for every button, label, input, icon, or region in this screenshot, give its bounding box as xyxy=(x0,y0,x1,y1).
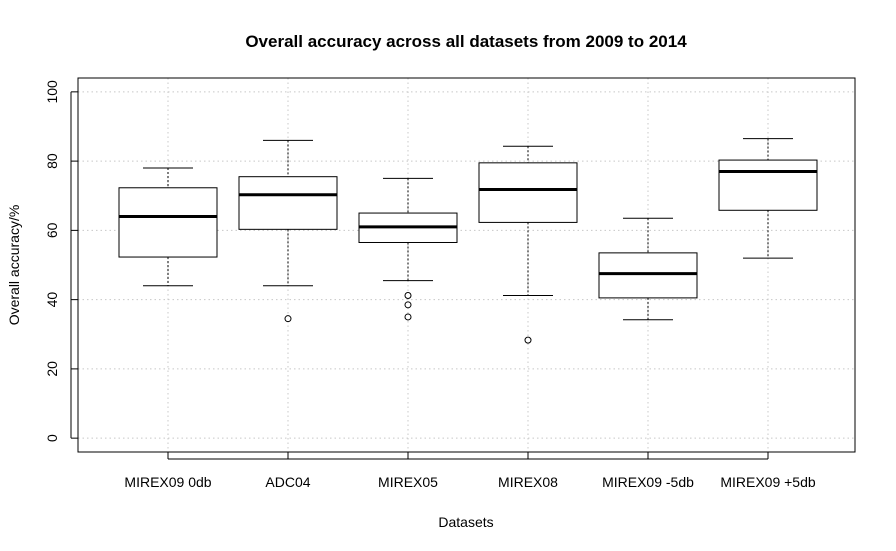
box-mirex08 xyxy=(478,145,578,344)
x-tick-label: MIREX09 0db xyxy=(124,474,211,490)
y-tick-label: 60 xyxy=(44,222,60,238)
y-tick-label: 0 xyxy=(44,434,60,442)
box-mirex09-0db xyxy=(118,167,218,287)
x-tick-label: MIREX08 xyxy=(498,474,558,490)
y-tick-label: 40 xyxy=(44,292,60,308)
chart-title: Overall accuracy across all datasets fro… xyxy=(245,32,687,51)
box-iqr xyxy=(598,252,698,299)
grid-lines xyxy=(78,78,855,452)
box-mirex05 xyxy=(358,177,458,321)
y-tick-label: 20 xyxy=(44,361,60,377)
box-mirex09-5db xyxy=(718,138,818,259)
outlier-point xyxy=(404,313,412,321)
x-tick-label: MIREX05 xyxy=(378,474,438,490)
y-axis: 0 20 40 60 80 100 xyxy=(44,80,78,442)
x-axis: MIREX09 0db ADC04 MIREX05 MIREX08 MIREX09 -5… xyxy=(124,452,816,490)
outlier-point xyxy=(524,336,532,344)
plot-frame xyxy=(77,77,856,453)
boxes-layer xyxy=(118,138,818,344)
box-iqr xyxy=(478,162,578,223)
outlier-point xyxy=(404,301,412,309)
y-tick-label: 80 xyxy=(44,153,60,169)
outlier-point xyxy=(404,291,412,299)
box-iqr xyxy=(118,187,218,258)
y-tick-label: 100 xyxy=(44,80,60,104)
x-tick-label: ADC04 xyxy=(265,474,310,490)
x-axis-label: Datasets xyxy=(438,514,493,530)
x-tick-label: MIREX09 +5db xyxy=(720,474,816,490)
box-iqr xyxy=(238,176,338,230)
outlier-point xyxy=(284,315,292,323)
y-axis-label: Overall accuracy/% xyxy=(6,205,22,326)
box-adc04 xyxy=(238,139,338,323)
box-mirex09-5db xyxy=(598,217,698,321)
box-iqr xyxy=(718,159,818,211)
x-tick-label: MIREX09 -5db xyxy=(602,474,694,490)
